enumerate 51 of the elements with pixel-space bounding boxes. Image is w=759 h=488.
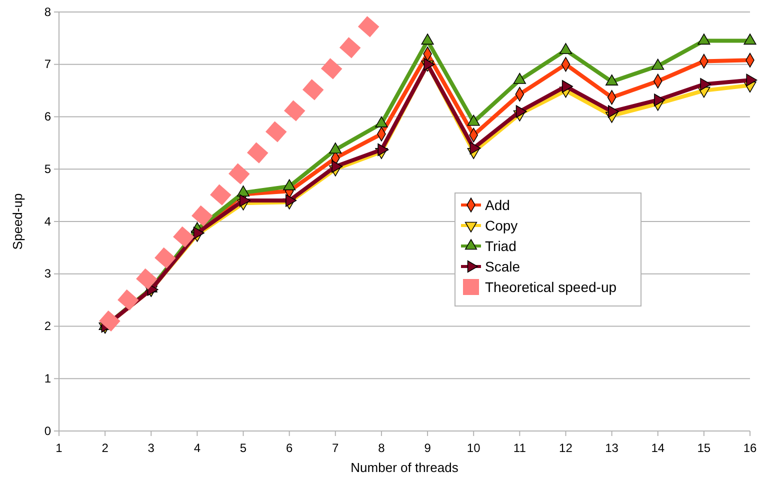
point — [652, 58, 664, 70]
y-tick-label: 2 — [44, 319, 52, 334]
x-tick-label: 13 — [605, 441, 619, 456]
point — [421, 34, 434, 45]
legend-label: Theoretical speed-up — [485, 279, 617, 295]
y-axis-title: Speed-up — [10, 193, 25, 250]
x-tick-label: 8 — [378, 441, 386, 456]
point — [562, 80, 573, 93]
y-tick-label: 6 — [44, 110, 52, 124]
x-tick-label: 7 — [332, 441, 340, 456]
x-tick-label: 3 — [148, 441, 155, 456]
point — [470, 142, 481, 154]
legend-label: Copy — [485, 218, 518, 234]
x-tick-label: 14 — [651, 441, 665, 456]
x-tick-label: 16 — [743, 441, 757, 456]
x-tick-label: 15 — [697, 441, 711, 456]
x-tick-label: 2 — [102, 441, 109, 456]
point — [193, 226, 204, 240]
x-tick-label: 6 — [286, 441, 293, 456]
y-tick-label: 5 — [44, 162, 52, 176]
y-tick-label: 7 — [44, 57, 52, 72]
x-tick-label: 1 — [56, 441, 63, 456]
y-tick-label: 3 — [44, 266, 52, 281]
point — [698, 34, 710, 45]
x-tick-label: 9 — [424, 441, 432, 456]
point — [329, 142, 342, 154]
x-tick-label: 11 — [513, 441, 526, 456]
point — [559, 43, 572, 54]
point — [424, 58, 435, 71]
point — [516, 105, 527, 118]
x-tick-label: 10 — [466, 441, 481, 456]
point — [744, 34, 756, 45]
point — [286, 194, 297, 207]
point — [513, 72, 526, 84]
y-tick-label: 0 — [44, 424, 52, 438]
x-tick-label: 12 — [559, 441, 573, 456]
x-axis-title: Number of threads — [350, 460, 459, 475]
point — [239, 194, 250, 207]
y-tick-label: 1 — [44, 371, 52, 386]
point — [378, 143, 389, 156]
x-tick-label: 4 — [194, 441, 201, 456]
legend-label: Scale — [485, 258, 520, 274]
legend-label: Triad — [485, 238, 516, 254]
y-tick-label: 4 — [44, 214, 52, 228]
point — [332, 160, 343, 173]
y-tick-label: 8 — [44, 4, 52, 19]
x-tick-label: 5 — [240, 441, 247, 456]
legend-label: Add — [485, 197, 510, 213]
point — [608, 105, 619, 118]
point — [467, 114, 480, 126]
point — [606, 74, 618, 86]
